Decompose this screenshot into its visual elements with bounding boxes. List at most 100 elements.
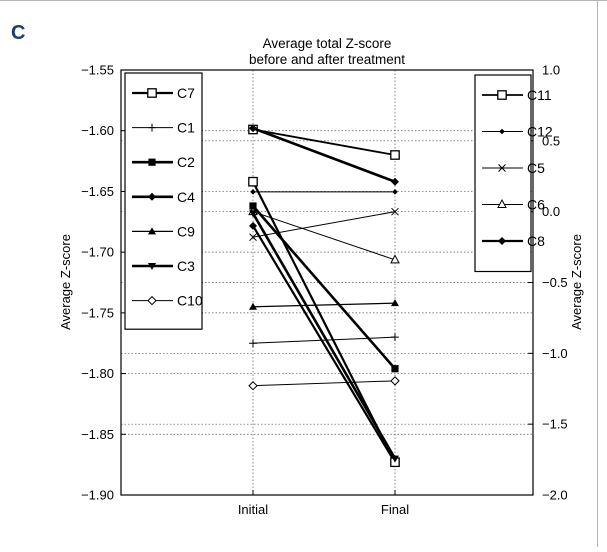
legend-entry-c11: C11 [482,87,552,103]
series-left-c9 [249,299,399,310]
series-line-c10 [252,380,396,387]
legend-marker-c1 [148,123,156,132]
series-right-c12 [250,189,398,195]
legend-label-c3: C3 [177,258,195,274]
legend-label-c5: C5 [527,160,545,176]
series-line-c6 [252,211,396,261]
y-axis-label-left: Average Z-score [58,234,73,330]
left-tick-label: −1.75 [81,305,114,320]
data-point-c5-initial [249,233,257,242]
legend-label-c6: C6 [527,197,545,213]
legend-label-c4: C4 [177,189,195,205]
data-point-c1-initial [249,339,257,348]
data-point-c3-final [391,455,399,463]
x-tick-label-initial: Initial [238,502,268,517]
series-line-c9 [252,302,396,308]
legend-marker-c9 [148,227,156,235]
series-line-c1 [252,336,396,344]
frame-top-border [0,0,607,1]
series-left-c4 [249,124,399,186]
data-point-c5-final [391,207,399,216]
legend-label-c1: C1 [177,120,195,136]
legend-right: C11 C12 C5 C6 C8 [474,74,553,273]
data-point-c6-final [390,254,400,264]
legend-entry-c12: C12 [482,124,553,140]
series-left-c1 [249,333,399,348]
legend-label-c8: C8 [527,233,545,249]
series-left-c3 [249,210,399,463]
legend-marker-c8 [498,237,506,245]
legend-marker-c7 [147,88,157,98]
data-point-c7-initial [248,176,258,187]
legend-entry-c7: C7 [132,85,195,101]
data-point-c8-initial [249,221,257,230]
data-point-c10-final [390,376,400,386]
legend-label-c12: C12 [527,124,553,140]
series-line-c3 [251,212,397,460]
legend-label-c2: C2 [177,154,195,170]
legend-entry-c5: C5 [482,160,545,176]
axes: −1.55 −1.60 −1.65 −1.70 −1.75 −1.80 −1.85 −1.90… [81,63,568,518]
series-line-c4 [252,127,396,183]
legend-left: C7 C1 C2 C4 C9 C3 C10 [124,72,203,330]
series-line-c2 [252,205,396,370]
series-left-c7 [248,176,400,468]
legend-entry-c2: C2 [132,154,195,170]
left-tick-label: −1.85 [81,427,114,442]
right-tick-label: 0.5 [542,133,560,148]
right-tick-label: −0.5 [542,275,568,290]
x-tick-label-final: Final [381,502,409,517]
legend-marker-c3 [148,263,156,270]
data-point-c12-final [392,189,398,195]
data-point-c12-initial [250,189,256,195]
left-tick-label: −1.60 [81,123,114,138]
series-right-c8 [249,221,399,467]
series-left-c2 [249,202,399,373]
data-point-c4-final [391,177,399,186]
legend-label-c9: C9 [177,223,195,239]
left-tick-label: −1.65 [81,184,114,199]
legend-marker-c2 [148,158,156,166]
legend-label-c10: C10 [177,293,203,309]
legend-entry-c1: C1 [132,120,195,136]
right-tick-label: 1.0 [542,63,560,78]
legend-left-box [124,72,203,330]
left-tick-label: −1.80 [81,366,114,381]
series-right-c6 [248,206,400,264]
legend-label-c7: C7 [177,85,195,101]
legend-marker-c12 [499,128,505,135]
data-point-c9-initial [249,302,257,310]
data-point-c11-final [390,150,400,160]
data-point-c4-initial [249,124,257,133]
data-point-c3-initial [249,210,257,218]
data-point-c1-final [391,333,399,342]
legend-marker-c6 [497,198,507,208]
data-point-c10-initial [248,381,258,391]
right-tick-label: 0.0 [542,204,560,219]
legend-entry-c4: C4 [132,189,195,205]
legend-entry-c10: C10 [132,293,203,309]
legend-marker-c10 [147,295,157,306]
right-tick-label: −2.0 [542,488,568,503]
series-line-c11 [252,128,396,156]
series-lines [248,124,400,468]
legend-entry-c6: C6 [482,197,545,213]
legend-marker-c11 [497,90,507,100]
data-point-c2-initial [249,202,257,210]
left-tick-label: −1.90 [81,488,114,503]
chart-title-line-2: before and after treatment [249,52,405,67]
chart-title-line-1: Average total Z-score [263,36,392,51]
frame-right-border [597,0,598,547]
data-point-c2-final [391,365,399,373]
series-left-c10 [248,376,400,391]
legend-entry-c9: C9 [132,223,195,239]
legend-entry-c8: C8 [482,233,545,249]
right-tick-label: −1.5 [542,417,568,432]
y-axis-label-right: Average Z-score [569,234,584,330]
legend-entry-c3: C3 [132,258,195,274]
right-tick-label: −1.0 [542,346,568,361]
legend-marker-c5 [498,164,506,172]
data-point-c9-final [391,299,399,307]
